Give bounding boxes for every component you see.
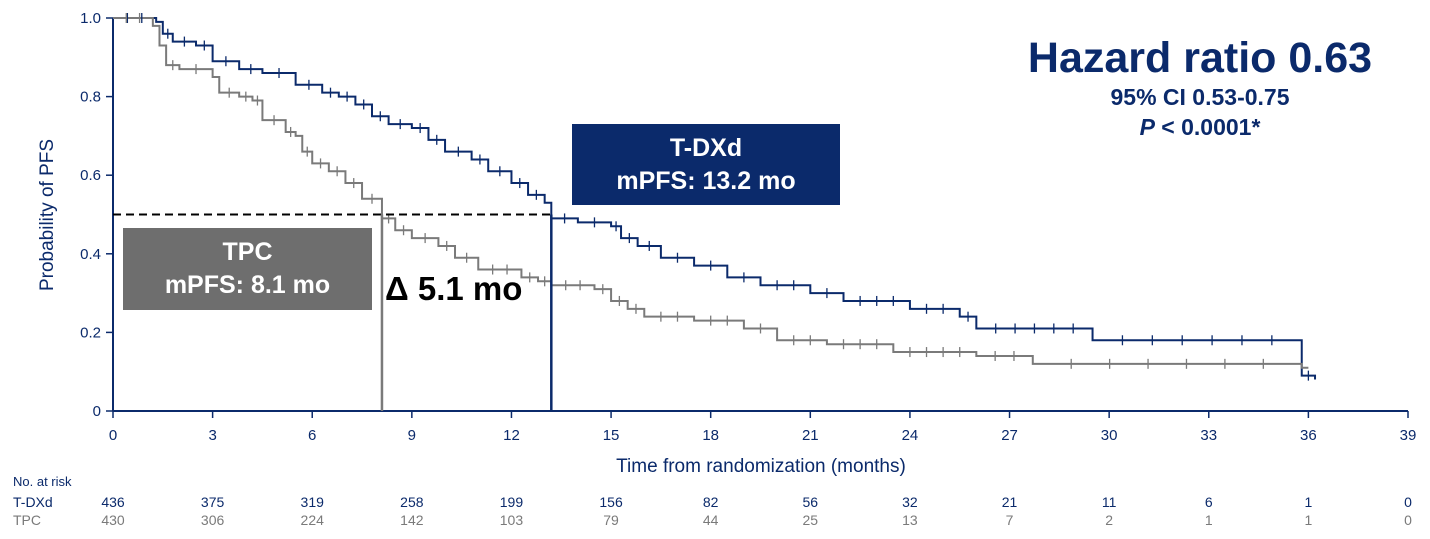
tpc-box-title: TPC — [222, 238, 273, 266]
risk-count: 258 — [400, 494, 424, 510]
risk-table-title: No. at risk — [13, 474, 72, 489]
risk-count: 103 — [499, 512, 524, 528]
x-tick-label: 18 — [702, 427, 719, 444]
x-axis-label: Time from randomization (months) — [616, 456, 906, 477]
y-tick-label: 1.0 — [80, 10, 101, 27]
risk-count: 25 — [802, 512, 819, 528]
y-axis-label: Probability of PFS — [37, 139, 58, 291]
risk-count: 375 — [200, 494, 225, 510]
delta-annotation: Δ 5.1 mo — [385, 270, 523, 307]
x-tick-label: 3 — [208, 427, 216, 444]
risk-count: 44 — [702, 512, 719, 528]
risk-count: 13 — [902, 512, 918, 528]
risk-count: 21 — [1001, 494, 1018, 510]
tdxd-curve — [113, 17, 1317, 380]
risk-count: 82 — [702, 494, 719, 510]
y-tick-label: 0.6 — [80, 167, 101, 184]
risk-count: 56 — [802, 494, 819, 510]
p-symbol: P — [1139, 114, 1155, 140]
tpc-median-box: TPC mPFS: 8.1 mo — [123, 228, 372, 310]
risk-count: 0 — [1404, 512, 1412, 528]
risk-count: 224 — [300, 512, 324, 528]
risk-count: 1 — [1304, 512, 1313, 528]
x-tick-label: 15 — [603, 427, 620, 444]
x-tick-label: 24 — [902, 427, 919, 444]
y-tick-label: 0.2 — [80, 324, 101, 341]
risk-count: 6 — [1204, 494, 1213, 510]
risk-count: 319 — [300, 494, 324, 510]
x-tick-label: 39 — [1400, 427, 1417, 444]
p-value: P < 0.0001* — [1010, 112, 1390, 142]
risk-count: 199 — [499, 494, 524, 510]
y-tick-label: 0.8 — [80, 89, 101, 106]
tdxd-box-mpfs: mPFS: 13.2 mo — [616, 167, 796, 195]
x-tick-label: 6 — [308, 427, 316, 444]
hazard-ratio-title: Hazard ratio 0.63 — [1027, 34, 1373, 82]
p-value-text: < 0.0001* — [1154, 114, 1261, 140]
risk-count: 11 — [1101, 494, 1117, 510]
risk-count: 0 — [1404, 494, 1412, 510]
x-tick-label: 12 — [503, 427, 520, 444]
x-tick-label: 27 — [1001, 427, 1018, 444]
risk-count: 156 — [599, 494, 623, 510]
risk-count: 2 — [1105, 512, 1114, 528]
risk-count: 7 — [1005, 512, 1014, 528]
risk-count: 32 — [902, 494, 918, 510]
risk-count: 436 — [101, 494, 125, 510]
tpc-box-mpfs: mPFS: 8.1 mo — [164, 271, 331, 299]
confidence-interval: 95% CI 0.53-0.75 — [1110, 84, 1290, 110]
censor-marks — [125, 13, 1310, 381]
x-tick-label: 21 — [802, 427, 819, 444]
hazard-ratio-block: Hazard ratio 0.63 95% CI 0.53-0.75 P < 0… — [1010, 34, 1390, 142]
x-tick-label: 33 — [1200, 427, 1217, 444]
risk-row-label: TPC — [13, 512, 41, 528]
risk-count: 430 — [101, 512, 125, 528]
risk-count: 142 — [400, 512, 424, 528]
tdxd-median-box: T-DXd mPFS: 13.2 mo — [572, 124, 840, 205]
tdxd-box-title: T-DXd — [669, 134, 743, 162]
risk-count: 1 — [1304, 494, 1313, 510]
risk-count: 306 — [200, 512, 225, 528]
risk-count: 1 — [1204, 512, 1213, 528]
x-tick-label: 9 — [408, 427, 416, 444]
risk-count: 79 — [603, 512, 619, 528]
y-tick-label: 0 — [93, 403, 101, 420]
y-tick-label: 0.4 — [80, 246, 101, 263]
median-lines — [113, 213, 553, 411]
x-tick-label: 30 — [1101, 427, 1118, 444]
x-tick-label: 36 — [1300, 427, 1317, 444]
risk-row-label: T-DXd — [13, 494, 53, 510]
x-tick-label: 0 — [109, 427, 117, 444]
